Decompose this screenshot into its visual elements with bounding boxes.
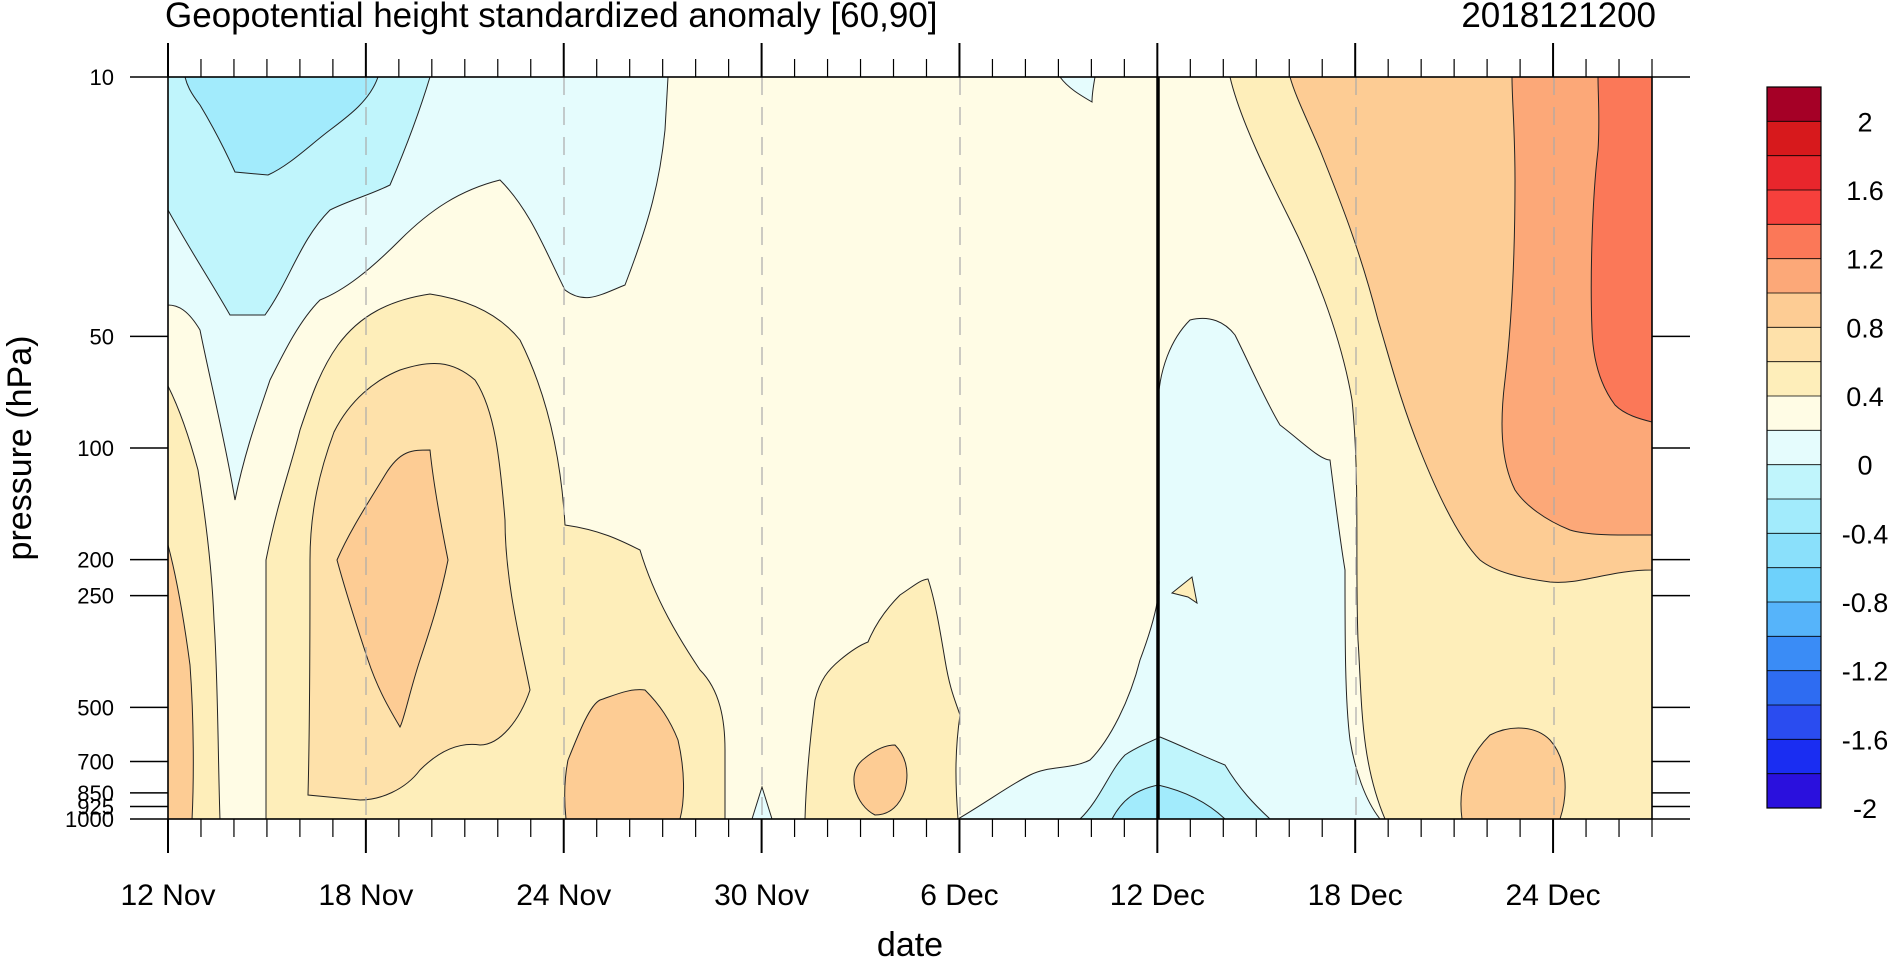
y-tick-label: 500 (77, 695, 114, 720)
colorbar-swatch (1767, 773, 1821, 809)
y-tick-label: 200 (77, 548, 114, 573)
colorbar-label: 1.6 (1846, 176, 1884, 206)
colorbar-label: -1.2 (1842, 657, 1889, 687)
chart-date-stamp: 2018121200 (1461, 0, 1656, 35)
x-axis-ticks (167, 43, 1653, 853)
colorbar-swatch (1767, 430, 1821, 465)
x-tick-label: 6 Dec (920, 879, 998, 912)
y-tick-label: 700 (77, 750, 114, 775)
colorbar-label: 1.2 (1846, 245, 1884, 275)
colorbar-swatch (1767, 636, 1821, 671)
x-axis-title: date (877, 926, 943, 963)
contour-region-tiny-warm-12dec (1170, 576, 1198, 605)
colorbar-label: 0.4 (1846, 382, 1884, 412)
contour-region-mid-cold-0 (957, 317, 1381, 819)
contour-region-east-warm-1.0 (1590, 77, 1652, 423)
colorbar-swatch (1767, 602, 1821, 637)
x-tick-label: 12 Dec (1110, 879, 1205, 912)
colorbar-swatch (1767, 464, 1821, 500)
colorbar-label: -0.4 (1842, 519, 1889, 549)
contour-region-west-cold-0.4 (184, 77, 379, 176)
colorbar-label: -2 (1853, 794, 1877, 824)
y-axis-ticks (130, 76, 1690, 820)
colorbar-swatch (1767, 87, 1821, 122)
contour-region-central-warm-0.6 (336, 449, 449, 728)
y-tick-label: 925 (77, 794, 114, 819)
colorbar-swatch (1767, 224, 1821, 259)
colorbar-swatch (1767, 327, 1821, 362)
colorbar-swatch (1767, 705, 1821, 740)
colorbar-swatch (1767, 258, 1821, 294)
y-tick-label: 1000 (65, 807, 114, 832)
colorbar-label: 0 (1857, 451, 1872, 481)
x-tick-label: 24 Nov (516, 879, 611, 912)
colorbar-swatch (1767, 190, 1821, 225)
y-tick-label: 50 (90, 324, 114, 349)
colorbar-label: 2 (1857, 107, 1872, 137)
colorbar-swatch (1767, 739, 1821, 774)
contour-region-west-warm-0.4 (168, 544, 194, 819)
colorbar: 2 1.6 1.2 0.8 0.4 0 -0.4 -0.8 -1.2 -1.6 -2 (1766, 86, 1889, 824)
x-tick-label: 30 Nov (714, 879, 809, 912)
y-tick-label: 10 (90, 65, 114, 90)
contour-region-tiny-cold-top (1059, 77, 1096, 103)
colorbar-swatch (1767, 499, 1821, 534)
plot-area (168, 77, 1652, 819)
colorbar-swatch (1767, 293, 1821, 328)
colorbar-label: -0.8 (1842, 588, 1889, 618)
colorbar-swatch (1767, 396, 1821, 431)
colorbar-swatch (1767, 533, 1821, 568)
y-tick-label: 100 (77, 436, 114, 461)
grid-lines (365, 77, 1555, 819)
x-tick-label: 12 Nov (120, 879, 215, 912)
colorbar-swatch (1767, 670, 1821, 706)
colorbar-swatch (1767, 567, 1821, 603)
y-tick-label: 850 (77, 781, 114, 806)
contour-region-24nov-warm-0.4 (564, 689, 685, 819)
x-axis-labels: 12 Nov 18 Nov 24 Nov 30 Nov 6 Dec 12 Dec 18 De… (120, 879, 1600, 912)
colorbar-frame (1766, 86, 1822, 809)
colorbar-swatch (1767, 361, 1821, 397)
y-axis-title: pressure (hPa) (1, 336, 39, 561)
chart-title: Geopotential height standardized anomaly… (165, 0, 938, 35)
y-tick-label: 250 (77, 584, 114, 609)
contour-region-4dec-warm-0.4 (853, 744, 908, 816)
contour-region-east-warm-0.6-low (1460, 727, 1566, 819)
colorbar-swatch (1767, 121, 1821, 156)
x-tick-label: 24 Dec (1506, 879, 1601, 912)
colorbar-label: 0.8 (1846, 313, 1884, 343)
colorbar-swatch (1767, 155, 1821, 191)
colorbar-label: -1.6 (1842, 725, 1889, 755)
x-tick-label: 18 Dec (1308, 879, 1403, 912)
x-tick-label: 18 Nov (318, 879, 413, 912)
